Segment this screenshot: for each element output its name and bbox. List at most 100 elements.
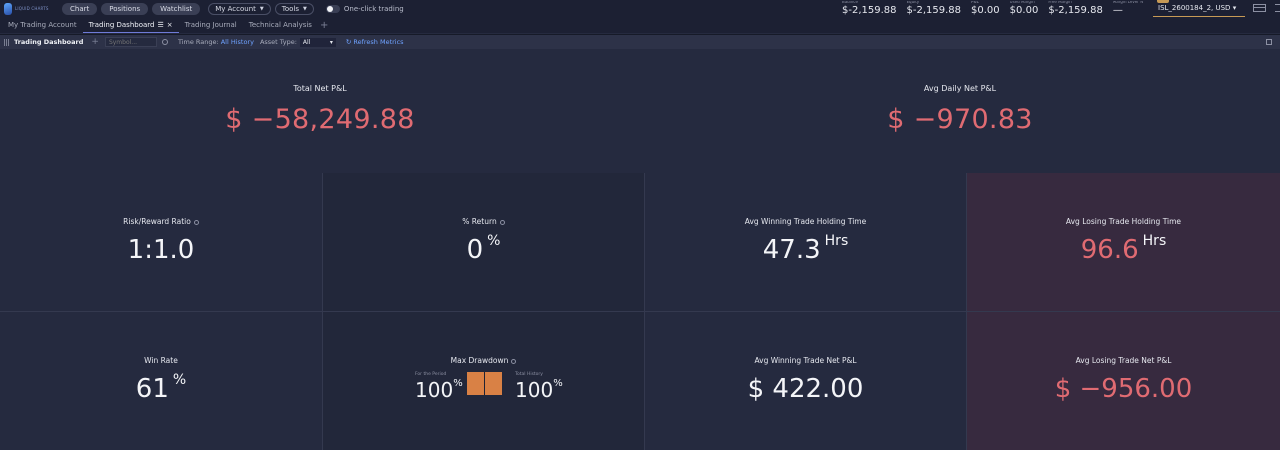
chevron-down-icon: ▾ bbox=[1232, 4, 1237, 12]
refresh-metrics-button[interactable]: ↻ Refresh Metrics bbox=[346, 38, 404, 46]
value-number: 0 bbox=[466, 235, 484, 265]
watchlist-button[interactable]: Watchlist bbox=[152, 2, 201, 15]
tab-trading-dashboard[interactable]: Trading Dashboard ☰ × bbox=[82, 17, 179, 33]
metric-value: 47.3 Hrs bbox=[645, 233, 966, 265]
chevron-down-icon: ▼ bbox=[303, 5, 307, 12]
popout-icon[interactable] bbox=[1266, 39, 1272, 45]
tab-label: Technical Analysis bbox=[248, 21, 312, 29]
stat-free-margin: Free Margin $-2,159.88 bbox=[1048, 0, 1103, 17]
drawdown-bar-period bbox=[467, 372, 484, 395]
info-icon[interactable] bbox=[161, 39, 168, 45]
refresh-label: Refresh Metrics bbox=[353, 38, 404, 46]
logo-text: LIQUID CHARTS bbox=[15, 6, 49, 11]
positions-button[interactable]: Positions bbox=[101, 2, 149, 15]
tab-trading-journal[interactable]: Trading Journal bbox=[179, 17, 243, 33]
info-icon[interactable] bbox=[511, 358, 517, 364]
metric-value: 96.6 Hrs bbox=[967, 233, 1280, 265]
metrics-grid: Risk/Reward Ratio 1:1.0 % Return 0% Avg … bbox=[0, 173, 1280, 450]
drag-handle-icon[interactable] bbox=[4, 38, 10, 46]
metric-label: Avg Winning Trade Net P&L bbox=[754, 356, 857, 365]
symbol-input[interactable] bbox=[104, 37, 157, 47]
tab-technical-analysis[interactable]: Technical Analysis bbox=[243, 17, 318, 33]
period-label: For the Period bbox=[415, 372, 447, 377]
asset-type-select[interactable]: All ▾ bbox=[299, 37, 336, 47]
layout-icon[interactable] bbox=[1253, 4, 1266, 12]
metric-label: % Return bbox=[323, 217, 644, 226]
logo[interactable]: LIQUID CHARTS bbox=[4, 2, 56, 15]
stat-label: P&L bbox=[971, 1, 979, 4]
stat-label: Equity bbox=[906, 1, 920, 4]
metric-label: Risk/Reward Ratio bbox=[0, 217, 322, 226]
avg-loss-hold-card: Avg Losing Trade Holding Time 96.6 Hrs bbox=[967, 173, 1280, 312]
time-range-value[interactable]: All History bbox=[220, 38, 254, 46]
tab-my-trading-account[interactable]: My Trading Account bbox=[0, 17, 83, 33]
add-tab-icon[interactable]: + bbox=[319, 19, 329, 31]
label-text: Risk/Reward Ratio bbox=[123, 217, 191, 226]
tab-label: Trading Journal bbox=[184, 21, 237, 29]
tools-dropdown[interactable]: Tools ▼ bbox=[274, 2, 314, 15]
stat-label: Used Margin bbox=[1009, 1, 1035, 4]
add-icon[interactable]: + bbox=[91, 37, 99, 47]
total-label: Total History bbox=[515, 372, 543, 377]
stat-value: — bbox=[1112, 5, 1123, 16]
stat-balance: Balance $-2,159.88 bbox=[842, 0, 897, 17]
drawdown-bar-total bbox=[485, 372, 502, 395]
hamburger-icon[interactable]: ☰ bbox=[157, 20, 164, 29]
account-selector[interactable]: ISL_2600184_2, USD ▾ bbox=[1153, 0, 1245, 17]
metric-label: Avg Daily Net P&L bbox=[923, 84, 997, 93]
value-number: 100 bbox=[415, 378, 454, 402]
metric-label: Avg Losing Trade Net P&L bbox=[1075, 356, 1172, 365]
my-account-label: My Account bbox=[215, 4, 256, 13]
stat-label: Margin Level % bbox=[1112, 1, 1144, 4]
refresh-icon: ↻ bbox=[345, 38, 352, 46]
value-number: 96.6 bbox=[1080, 235, 1139, 265]
account-stats: Balance $-2,159.88 Equity $-2,159.88 P&L $0… bbox=[842, 0, 1153, 17]
metric-value: 1:1.0 bbox=[127, 235, 195, 265]
avg-daily-net-pnl-card: Avg Daily Net P&L $ −970.83 bbox=[640, 49, 1280, 173]
live-badge bbox=[1157, 0, 1169, 3]
stat-label: Balance bbox=[842, 1, 858, 4]
metric-value: 0% bbox=[323, 233, 644, 265]
label-text: Max Drawdown bbox=[450, 356, 509, 365]
account-value: ISL_2600184_2, USD ▾ bbox=[1158, 4, 1236, 12]
menu-icon[interactable] bbox=[1275, 4, 1280, 12]
stat-margin-level: Margin Level % — bbox=[1113, 0, 1144, 17]
value-unit: % bbox=[487, 233, 501, 249]
drawdown-period: For the Period 100% bbox=[415, 372, 463, 402]
tab-label: Trading Dashboard bbox=[88, 20, 155, 29]
stat-pnl: P&L $0.00 bbox=[971, 0, 1000, 17]
stat-used-margin: Used Margin $0.00 bbox=[1010, 0, 1039, 17]
stat-value: $-2,159.88 bbox=[842, 5, 897, 16]
max-drawdown-card: Max Drawdown For the Period 100% Total H… bbox=[323, 312, 645, 450]
one-click-trading-toggle[interactable] bbox=[325, 4, 340, 13]
pct-return-card: % Return 0% bbox=[323, 173, 645, 312]
value-unit: Hrs bbox=[1142, 233, 1167, 249]
value-unit: % bbox=[453, 378, 463, 389]
drawdown-bars bbox=[467, 372, 502, 395]
close-icon[interactable]: × bbox=[166, 20, 173, 29]
total-value: 100% bbox=[515, 378, 563, 402]
avg-loss-pnl-card: Avg Losing Trade Net P&L $ −956.00 bbox=[967, 312, 1280, 450]
stat-equity: Equity $-2,159.88 bbox=[907, 0, 962, 17]
metric-label: Max Drawdown bbox=[323, 356, 644, 365]
value-unit: % bbox=[553, 378, 563, 389]
info-icon[interactable] bbox=[499, 219, 505, 225]
info-icon[interactable] bbox=[193, 219, 199, 225]
top-bar: LIQUID CHARTS Chart Positions Watchlist … bbox=[0, 0, 1280, 17]
metric-value: $ −956.00 bbox=[1054, 374, 1193, 404]
tools-label: Tools bbox=[281, 4, 300, 13]
chevron-down-icon: ▾ bbox=[329, 38, 333, 46]
metric-label: Avg Losing Trade Holding Time bbox=[1065, 217, 1182, 226]
period-value: 100% bbox=[415, 378, 463, 402]
metric-value: $ −58,249.88 bbox=[225, 104, 415, 135]
stat-value: $-2,159.88 bbox=[1048, 5, 1103, 16]
chart-button[interactable]: Chart bbox=[62, 2, 98, 15]
metric-value: 61% bbox=[0, 372, 322, 404]
asset-type-value: All bbox=[302, 38, 311, 46]
drawdown-detail: For the Period 100% Total History 100% bbox=[323, 372, 644, 412]
logo-icon bbox=[4, 2, 12, 15]
my-account-dropdown[interactable]: My Account ▼ bbox=[208, 2, 271, 15]
metric-value: $ −970.83 bbox=[887, 104, 1033, 135]
total-net-pnl-card: Total Net P&L $ −58,249.88 bbox=[0, 49, 640, 173]
risk-reward-card: Risk/Reward Ratio 1:1.0 bbox=[0, 173, 323, 312]
